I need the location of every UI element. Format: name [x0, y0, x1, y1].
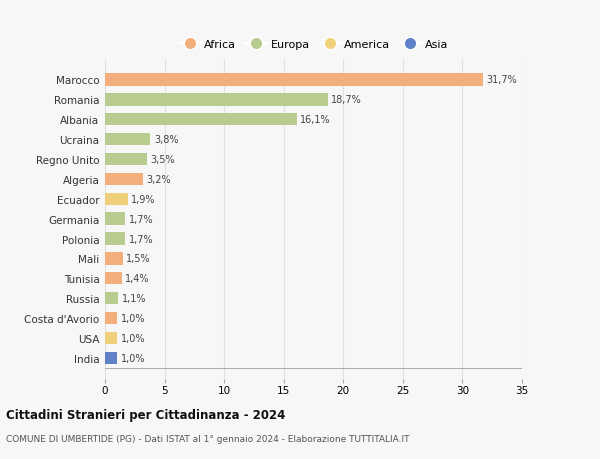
Bar — [105, 273, 122, 285]
Text: 18,7%: 18,7% — [331, 95, 362, 105]
Text: 1,1%: 1,1% — [122, 293, 146, 303]
Bar — [105, 312, 117, 325]
Bar — [105, 94, 328, 106]
Text: 1,5%: 1,5% — [127, 254, 151, 264]
Bar — [105, 193, 128, 206]
Bar — [105, 114, 297, 126]
Text: 31,7%: 31,7% — [486, 75, 517, 85]
Text: 3,2%: 3,2% — [147, 174, 172, 185]
Legend: Africa, Europa, America, Asia: Africa, Europa, America, Asia — [179, 39, 448, 50]
Text: 3,8%: 3,8% — [154, 135, 178, 145]
Text: 1,9%: 1,9% — [131, 194, 156, 204]
Text: 1,0%: 1,0% — [121, 333, 145, 343]
Bar — [105, 153, 147, 166]
Bar — [105, 233, 125, 245]
Bar — [105, 253, 123, 265]
Text: 1,7%: 1,7% — [129, 234, 154, 244]
Bar — [105, 352, 117, 364]
Bar — [105, 213, 125, 225]
Text: 1,4%: 1,4% — [125, 274, 150, 284]
Text: Cittadini Stranieri per Cittadinanza - 2024: Cittadini Stranieri per Cittadinanza - 2… — [6, 408, 286, 421]
Bar — [105, 174, 143, 185]
Text: 3,5%: 3,5% — [150, 155, 175, 165]
Text: 1,0%: 1,0% — [121, 313, 145, 323]
Text: COMUNE DI UMBERTIDE (PG) - Dati ISTAT al 1° gennaio 2024 - Elaborazione TUTTITAL: COMUNE DI UMBERTIDE (PG) - Dati ISTAT al… — [6, 434, 409, 442]
Text: 1,7%: 1,7% — [129, 214, 154, 224]
Bar — [105, 74, 482, 86]
Text: 16,1%: 16,1% — [301, 115, 331, 125]
Bar — [105, 292, 118, 305]
Text: 1,0%: 1,0% — [121, 353, 145, 363]
Bar — [105, 134, 150, 146]
Bar — [105, 332, 117, 344]
